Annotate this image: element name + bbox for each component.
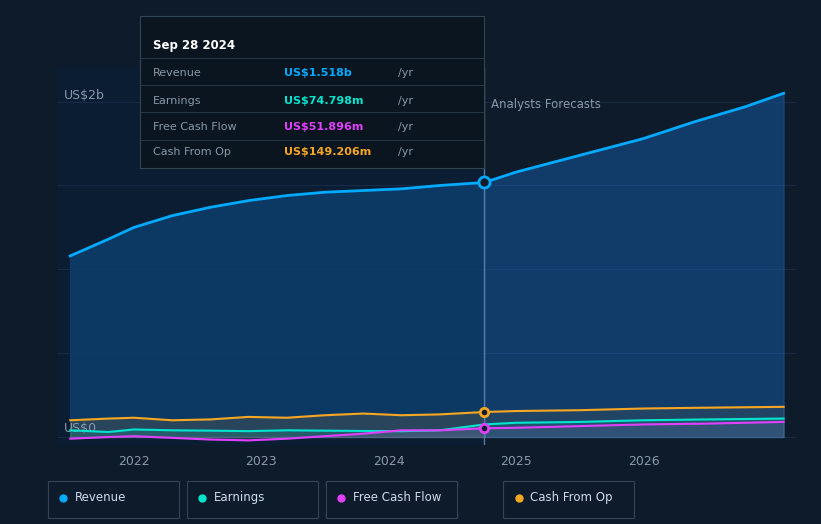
Bar [57,68,484,445]
Text: US$51.896m: US$51.896m [284,122,364,132]
Text: Cash From Op: Cash From Op [154,147,232,158]
FancyBboxPatch shape [48,481,179,518]
Text: /yr: /yr [398,122,413,132]
Text: /yr: /yr [398,69,413,79]
Text: Cash From Op: Cash From Op [530,492,612,504]
Text: Revenue: Revenue [154,69,202,79]
Text: Analysts Forecasts: Analysts Forecasts [491,97,600,111]
Text: Free Cash Flow: Free Cash Flow [353,492,441,504]
Text: US$1.518b: US$1.518b [284,69,352,79]
Text: /yr: /yr [398,96,413,106]
Text: Sep 28 2024: Sep 28 2024 [154,39,236,51]
Text: Past: Past [453,97,478,111]
Text: US$2b: US$2b [64,89,105,102]
Text: Free Cash Flow: Free Cash Flow [154,122,237,132]
FancyBboxPatch shape [326,481,456,518]
Text: Earnings: Earnings [154,96,202,106]
Text: US$74.798m: US$74.798m [284,96,364,106]
Text: Revenue: Revenue [75,492,126,504]
FancyBboxPatch shape [186,481,318,518]
Text: US$149.206m: US$149.206m [284,147,372,158]
FancyBboxPatch shape [503,481,635,518]
Text: Earnings: Earnings [213,492,265,504]
Text: /yr: /yr [398,147,413,158]
Text: US$0: US$0 [64,422,97,435]
